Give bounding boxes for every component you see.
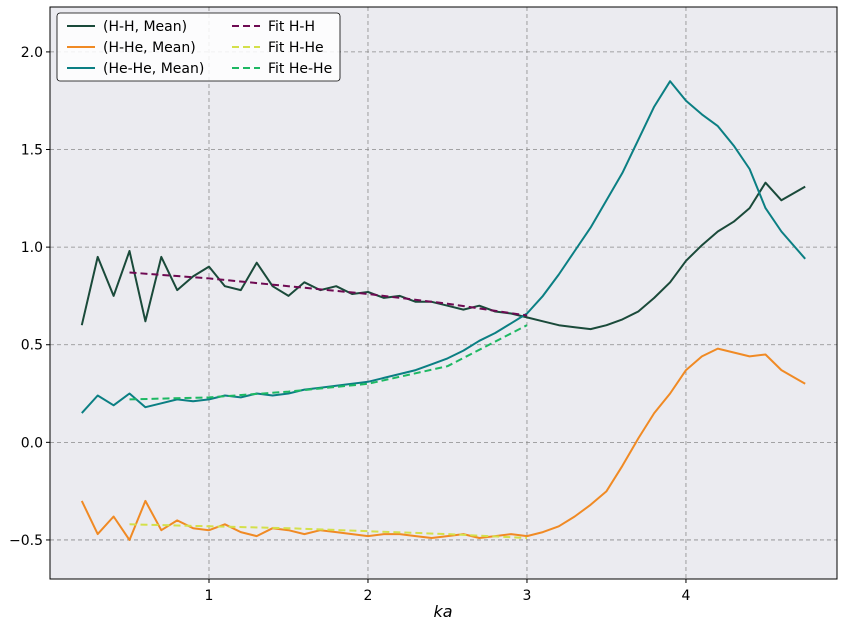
grid-layer [50, 7, 837, 579]
series-line-fit-h-he [129, 523, 528, 539]
y-tick-label: −0.5 [9, 533, 43, 549]
x-tick-label: 1 [205, 588, 214, 604]
x-tick-label: 4 [681, 588, 690, 604]
legend-label: Fit H-He [268, 40, 324, 56]
x-tick-layer: 1 2 3 4 [205, 579, 690, 604]
plot-area-background [50, 7, 837, 579]
legend-box [56, 12, 341, 82]
y-tick-layer: −0.5 0.0 0.5 1.0 1.5 2.0 [9, 45, 50, 549]
y-tick-label: 1.0 [21, 240, 43, 256]
x-tick-label: 2 [364, 588, 373, 604]
x-axis-label: ka [433, 602, 452, 621]
x-tick-label: 3 [523, 588, 532, 604]
series-layer [80, 80, 806, 541]
legend-label: (He-He, Mean) [103, 61, 204, 77]
y-tick-label: 2.0 [21, 45, 43, 61]
legend: (H-H, Mean) (H-He, Mean) (He-He, Mean) Fit … [56, 12, 341, 82]
legend-label: Fit H-H [268, 19, 315, 35]
y-tick-label: 0.5 [21, 338, 43, 354]
series-line-he-he [81, 80, 806, 414]
series-line-fit-h-h [129, 271, 528, 317]
series-line-h-h [80, 181, 806, 331]
legend-label: (H-He, Mean) [103, 40, 196, 56]
series-line-fit-he-he [129, 324, 528, 401]
legend-label: (H-H, Mean) [103, 19, 187, 35]
y-tick-label: 0.0 [21, 435, 43, 451]
legend-label: Fit He-He [268, 61, 332, 77]
plot-area-frame [49, 6, 838, 580]
series-line-h-he [80, 347, 806, 541]
y-tick-label: 1.5 [21, 143, 43, 159]
